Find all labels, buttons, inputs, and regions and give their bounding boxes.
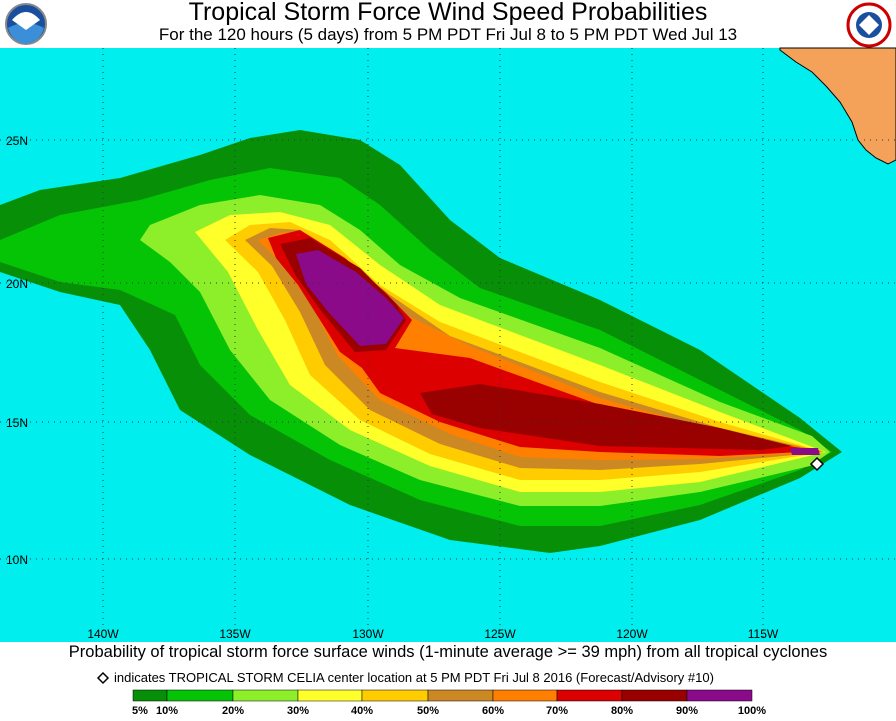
lon-label: 135W xyxy=(219,627,251,641)
contour-90 xyxy=(296,250,404,346)
legend-label: 80% xyxy=(611,705,633,716)
contour-50 xyxy=(245,228,824,470)
legend-swatch xyxy=(232,689,299,702)
lon-label: 120W xyxy=(616,627,648,641)
legend-label: 40% xyxy=(351,705,373,716)
storm-center xyxy=(809,456,825,472)
legend-swatch xyxy=(132,689,168,702)
lon-label: 130W xyxy=(352,627,384,641)
legend-swatch xyxy=(621,689,688,702)
contour-90 xyxy=(790,448,820,455)
legend-label: 20% xyxy=(222,705,244,716)
contour-60 xyxy=(258,232,824,460)
legend-label: 70% xyxy=(546,705,568,716)
contour-80 xyxy=(420,384,792,450)
legend-swatch xyxy=(686,689,753,702)
contour-70 xyxy=(268,230,822,456)
nws-logo xyxy=(846,2,892,48)
title: Tropical Storm Force Wind Speed Probabil… xyxy=(189,0,708,26)
lon-label: 125W xyxy=(484,627,516,641)
legend: 5% 10% 20% 30% 40% 50% 60% 70% 80% 90% 100% xyxy=(132,689,766,717)
legend-label: 60% xyxy=(482,705,504,716)
legend-swatch xyxy=(166,689,234,702)
lat-label: 20N xyxy=(6,277,28,291)
note-marker xyxy=(96,671,110,685)
legend-swatch xyxy=(427,689,494,702)
noaa-logo xyxy=(5,3,47,45)
legend-label: 100% xyxy=(738,705,766,716)
legend-label: 50% xyxy=(417,705,439,716)
legend-swatch xyxy=(492,689,558,702)
subtitle: For the 120 hours (5 days) from 5 PM PDT… xyxy=(159,25,737,44)
lat-label: 25N xyxy=(6,134,28,148)
legend-swatch xyxy=(361,689,429,702)
land xyxy=(779,47,896,165)
legend-swatch xyxy=(297,689,363,702)
legend-label: 90% xyxy=(676,705,698,716)
caption: Probability of tropical storm force surf… xyxy=(69,643,827,661)
legend-label: 10% xyxy=(156,705,178,716)
lat-label: 15N xyxy=(6,416,28,430)
legend-label: 5% xyxy=(132,705,148,716)
lon-label: 115W xyxy=(748,627,779,641)
map: 25N 20N 15N 10N 140W 135W 130W 125W 120W 115W xyxy=(0,47,896,642)
lon-label: 140W xyxy=(87,627,119,641)
legend-label: 30% xyxy=(287,705,309,716)
legend-swatch xyxy=(556,689,623,702)
lat-label: 10N xyxy=(6,553,28,567)
note: indicates TROPICAL STORM CELIA center lo… xyxy=(114,670,714,685)
